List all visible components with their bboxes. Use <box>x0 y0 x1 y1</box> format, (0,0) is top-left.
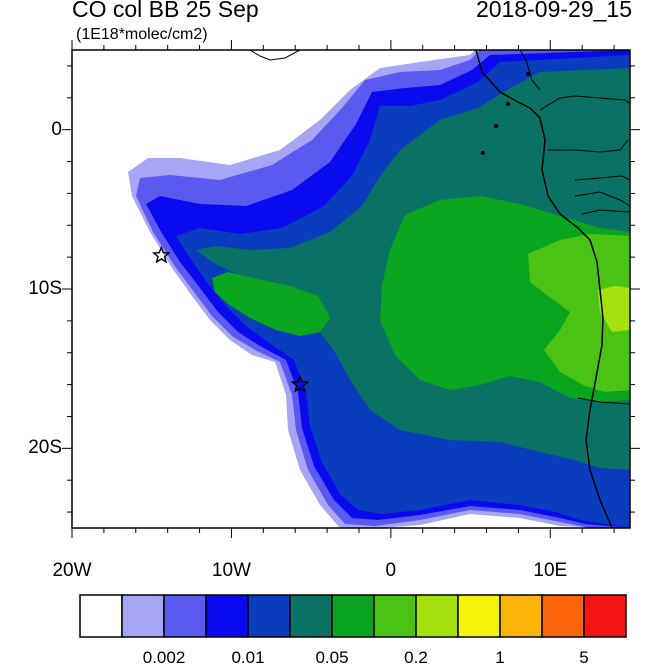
colorbar-label: 5 <box>579 648 589 667</box>
lon-tick-label: 0 <box>385 560 397 581</box>
lat-tick-label: 20S <box>28 437 62 459</box>
st-helena-star <box>290 374 310 393</box>
colorbar-label: 0.05 <box>315 648 349 667</box>
country-border <box>519 50 541 91</box>
country-border <box>574 191 630 207</box>
island <box>526 72 530 76</box>
country-border <box>249 50 301 61</box>
island <box>481 151 485 155</box>
colorbar-swatch <box>415 594 459 638</box>
colorbar-swatch <box>205 594 249 638</box>
colorbar-swatch <box>331 594 375 638</box>
coastline <box>475 50 613 528</box>
country-border <box>539 95 630 111</box>
colorbar-swatch <box>163 594 207 638</box>
colorbar-label: 0.002 <box>142 648 186 667</box>
units-label: (1E18*molec/cm2) <box>76 26 208 43</box>
contour-band <box>528 234 630 392</box>
lat-tick-label: 10S <box>28 278 62 299</box>
country-border <box>548 139 629 153</box>
datetime-label: 2018-09-29_15 <box>475 0 632 22</box>
ascension-island-star <box>151 245 171 264</box>
country-border <box>577 397 630 405</box>
contour-band <box>212 272 330 336</box>
colorbar-swatch <box>121 594 165 638</box>
lat-tick-label: 0 <box>51 118 62 140</box>
map-plot <box>62 40 640 538</box>
lon-tick-label: 20W <box>52 560 92 581</box>
colorbar-label: 1 <box>495 648 505 667</box>
lon-tick-label: 10W <box>211 560 251 581</box>
colorbar-swatch <box>583 594 627 638</box>
island <box>494 124 498 128</box>
colorbar-label: 0.01 <box>231 648 265 667</box>
co-contour-fill <box>128 50 630 528</box>
colorbar-swatch <box>373 594 417 638</box>
plot-title: CO col BB 25 Sep <box>72 0 259 22</box>
colorbar-swatch <box>541 594 585 638</box>
colorbar-label: 0.2 <box>404 648 428 667</box>
lon-tick-label: 10E <box>533 560 568 581</box>
country-border <box>581 209 630 215</box>
colorbar-swatch <box>289 594 333 638</box>
contour-band <box>598 286 630 332</box>
country-border <box>574 175 630 181</box>
colorbar-swatch <box>247 594 291 638</box>
colorbar-swatch <box>499 594 543 638</box>
colorbar-swatch <box>79 594 123 638</box>
colorbar-swatch <box>457 594 501 638</box>
colorbar <box>79 594 627 638</box>
island <box>506 102 510 106</box>
